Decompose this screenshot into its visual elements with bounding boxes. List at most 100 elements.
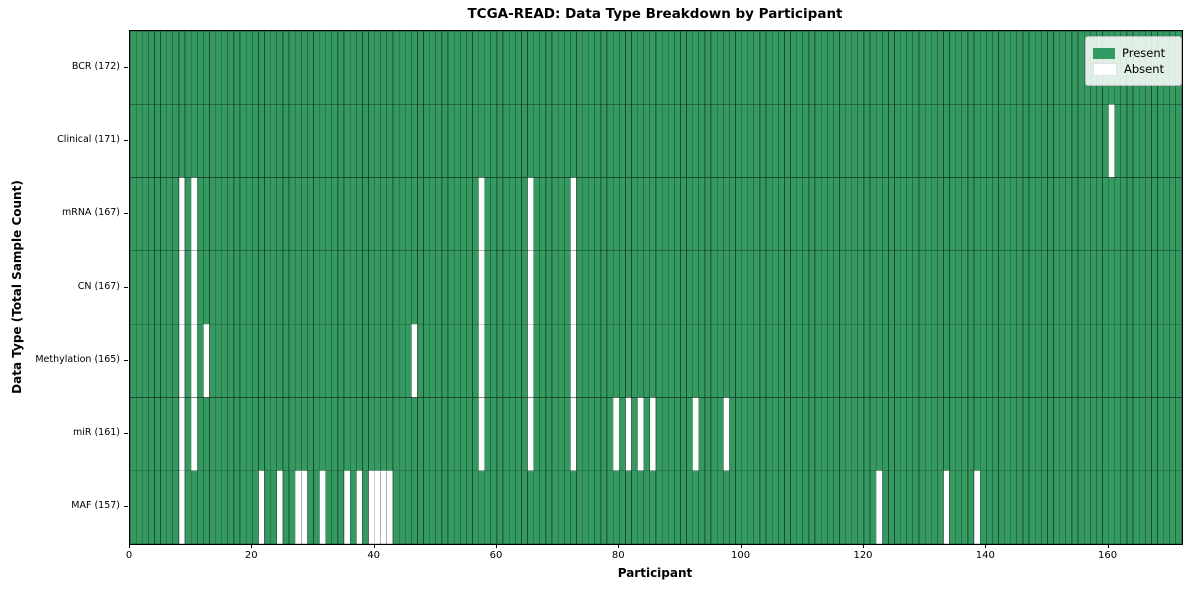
heatmap-cell — [637, 323, 645, 398]
heatmap-cell — [478, 103, 486, 178]
heatmap-cell — [612, 177, 620, 252]
heatmap-cell — [282, 103, 290, 178]
heatmap-cell — [331, 250, 339, 325]
heatmap-cell — [985, 470, 993, 544]
heatmap-cell — [839, 103, 846, 178]
heatmap-cell — [643, 250, 651, 325]
heatmap-cell — [936, 177, 944, 252]
heatmap-cell — [1175, 470, 1182, 544]
heatmap-cell — [245, 103, 253, 178]
heatmap-cell — [551, 397, 559, 472]
heatmap-cell — [190, 177, 198, 252]
heatmap-cell — [307, 177, 314, 252]
heatmap-cell — [404, 31, 412, 105]
heatmap-cell — [141, 177, 149, 252]
heatmap-cell — [747, 470, 755, 544]
heatmap-cell — [557, 31, 565, 105]
heatmap-cell — [453, 470, 461, 544]
heatmap-cell — [1022, 103, 1030, 178]
heatmap-cell — [576, 177, 583, 252]
heatmap-cell — [319, 103, 327, 178]
heatmap-cell — [325, 250, 333, 325]
heatmap-cell — [802, 31, 810, 105]
heatmap-cell — [417, 177, 424, 252]
heatmap-cell — [1028, 103, 1036, 178]
heatmap-cell — [368, 470, 376, 544]
heatmap-cell — [894, 31, 902, 105]
heatmap-cell — [845, 470, 853, 544]
heatmap-cell — [233, 397, 241, 472]
heatmap-cell — [172, 397, 180, 472]
heatmap-cell — [930, 31, 938, 105]
x-tick-label: 80 — [611, 550, 625, 561]
heatmap-cell — [1016, 323, 1024, 398]
heatmap-cell — [722, 397, 730, 472]
heatmap-cell — [759, 470, 767, 544]
heatmap-cell — [1175, 250, 1182, 325]
heatmap-cell — [282, 323, 290, 398]
heatmap-cell — [765, 250, 773, 325]
heatmap-cell — [184, 470, 192, 544]
heatmap-cell — [680, 177, 687, 252]
heatmap-cell — [141, 31, 149, 105]
heatmap-cell — [820, 397, 828, 472]
heatmap-cell — [245, 323, 253, 398]
heatmap-cell — [692, 323, 700, 398]
heatmap-cell — [435, 103, 443, 178]
heatmap-cell — [154, 31, 161, 105]
heatmap-cell — [808, 470, 816, 544]
heatmap-cell — [172, 250, 180, 325]
heatmap-cell — [612, 250, 620, 325]
x-tick-mark — [496, 544, 497, 548]
heatmap-cell — [313, 31, 320, 105]
heatmap-cell — [337, 323, 345, 398]
heatmap-cell — [1114, 470, 1122, 544]
heatmap-cell — [1071, 470, 1079, 544]
heatmap-cell — [1077, 397, 1085, 472]
heatmap-cell — [961, 103, 969, 178]
heatmap-cell — [826, 31, 834, 105]
heatmap-cell — [686, 397, 694, 472]
heatmap-cell — [1120, 177, 1128, 252]
heatmap-cell — [692, 177, 700, 252]
heatmap-cell — [814, 397, 822, 472]
heatmap-cell — [992, 177, 999, 252]
heatmap-cell — [355, 470, 363, 544]
heatmap-cell — [625, 323, 632, 398]
heatmap-cell — [362, 177, 369, 252]
heatmap-cell — [1102, 470, 1109, 544]
heatmap-cell — [196, 397, 204, 472]
heatmap-cell — [869, 323, 877, 398]
heatmap-cell — [930, 250, 938, 325]
heatmap-cell — [955, 103, 963, 178]
heatmap-cell — [667, 397, 675, 472]
heatmap-cell — [667, 103, 675, 178]
heatmap-cell — [979, 250, 987, 325]
heatmap-cell — [1108, 103, 1116, 178]
heatmap-cell — [508, 31, 516, 105]
heatmap-cell — [270, 323, 278, 398]
heatmap-cell — [331, 177, 339, 252]
heatmap-cell — [264, 470, 272, 544]
heatmap-cell — [802, 177, 810, 252]
heatmap-cell — [637, 177, 645, 252]
heatmap-cell — [588, 31, 596, 105]
heatmap-cell — [833, 31, 840, 105]
heatmap-cell — [380, 397, 388, 472]
heatmap-cell — [992, 323, 999, 398]
heatmap-cell — [839, 323, 846, 398]
heatmap-cell — [563, 31, 571, 105]
heatmap-cell — [716, 397, 724, 472]
heatmap-cell — [992, 470, 999, 544]
heatmap-cell — [1144, 397, 1152, 472]
heatmap-cell — [692, 250, 700, 325]
heatmap-cell — [918, 470, 926, 544]
heatmap-cell — [251, 470, 259, 544]
heatmap-cell — [1065, 397, 1073, 472]
heatmap-cell — [130, 103, 137, 178]
heatmap-cell — [924, 177, 932, 252]
heatmap-cell — [839, 470, 846, 544]
heatmap-cell — [655, 31, 663, 105]
heatmap-cell — [741, 470, 749, 544]
heatmap-cell — [496, 397, 504, 472]
